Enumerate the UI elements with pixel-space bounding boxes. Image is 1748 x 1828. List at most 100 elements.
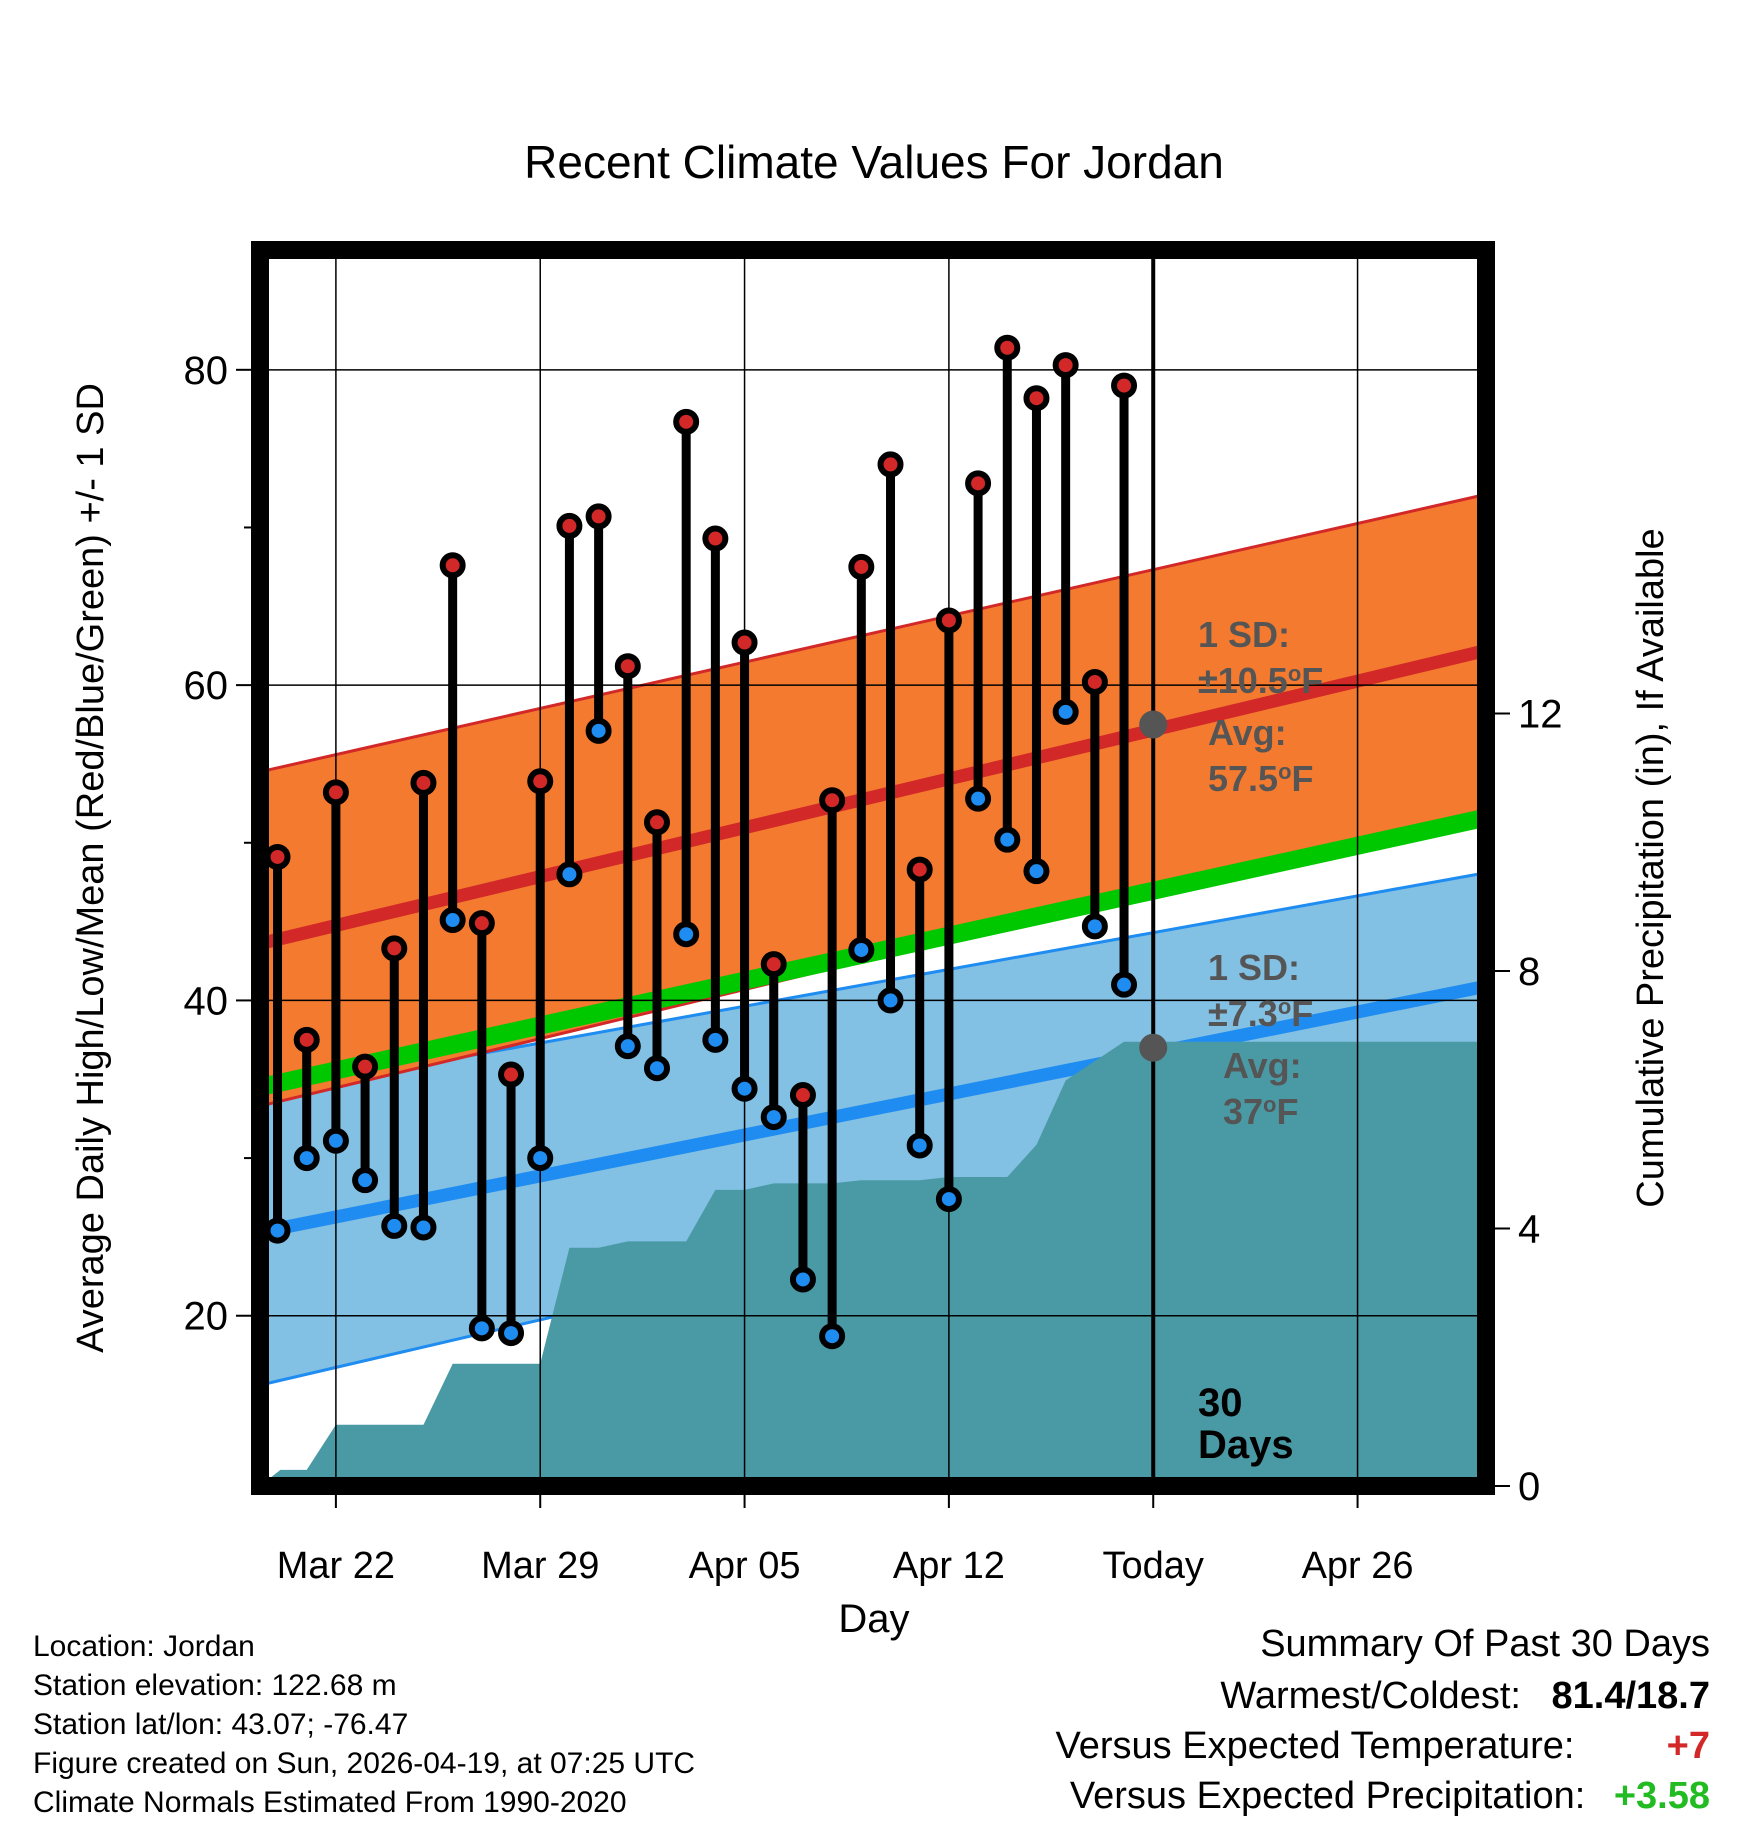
y2-tick-label: 12 bbox=[1518, 693, 1563, 737]
low-point bbox=[352, 1167, 379, 1194]
y2-tick-label: 0 bbox=[1518, 1465, 1540, 1509]
low-point bbox=[293, 1145, 320, 1172]
x-tick-label: Apr 05 bbox=[689, 1545, 801, 1587]
low-point bbox=[819, 1323, 846, 1350]
high-point bbox=[322, 779, 349, 806]
x-tick-label: Apr 12 bbox=[893, 1545, 1005, 1587]
low-point bbox=[381, 1212, 408, 1239]
high-sd-band-upper-edge bbox=[259, 492, 1487, 774]
high-mean-line bbox=[258, 644, 1488, 950]
chart-title: Recent Climate Values For Jordan bbox=[524, 136, 1224, 188]
high-point bbox=[877, 451, 904, 478]
y-tick-label: 60 bbox=[184, 664, 229, 708]
high-point bbox=[1023, 385, 1050, 412]
high-point bbox=[352, 1053, 379, 1080]
high-point bbox=[760, 951, 787, 978]
high-point bbox=[643, 809, 670, 836]
high-avg-marker bbox=[1139, 710, 1168, 739]
low-avg-value: 37oF bbox=[1223, 1091, 1299, 1132]
y2-tick-label: 8 bbox=[1518, 950, 1540, 994]
high-point bbox=[789, 1082, 816, 1109]
y2-tick-label: 4 bbox=[1518, 1208, 1540, 1252]
low-point bbox=[585, 717, 612, 744]
high-point bbox=[731, 629, 758, 656]
high-point bbox=[702, 525, 729, 552]
high-point bbox=[935, 607, 962, 634]
temp-value: +7 bbox=[1666, 1725, 1710, 1767]
x-tick-label: Mar 29 bbox=[481, 1545, 599, 1587]
low-point bbox=[731, 1075, 758, 1102]
low-point bbox=[789, 1266, 816, 1293]
plot-area bbox=[258, 250, 1488, 1486]
low-point bbox=[410, 1214, 437, 1241]
y-tick-label: 80 bbox=[184, 349, 229, 393]
x-tick-label: Apr 26 bbox=[1302, 1545, 1414, 1587]
x-axis-label: Day bbox=[838, 1597, 909, 1641]
period-word-label: Days bbox=[1198, 1423, 1294, 1467]
high-point bbox=[614, 653, 641, 680]
precip-value: +3.58 bbox=[1613, 1775, 1710, 1817]
low-point bbox=[935, 1186, 962, 1213]
high-point bbox=[468, 910, 495, 937]
warmest-coldest-row: Warmest/Coldest: 81.4/18.7 bbox=[1220, 1676, 1710, 1716]
high-point bbox=[819, 787, 846, 814]
high-sd-value: ±10.5oF bbox=[1198, 660, 1323, 701]
high-point bbox=[293, 1026, 320, 1053]
low-point bbox=[1023, 858, 1050, 885]
x-tick-label: Today bbox=[1103, 1545, 1204, 1587]
high-point bbox=[264, 843, 291, 870]
high-point bbox=[439, 552, 466, 579]
high-sd-label: 1 SD: bbox=[1198, 614, 1290, 655]
high-point bbox=[1081, 668, 1108, 695]
latlon-text: Station lat/lon: 43.07; -76.47 bbox=[33, 1708, 409, 1741]
low-point bbox=[643, 1055, 670, 1082]
low-point bbox=[322, 1127, 349, 1154]
low-point bbox=[702, 1026, 729, 1053]
temp-row: Versus Expected Temperature: +7 bbox=[1056, 1726, 1710, 1766]
low-sd-value: ±7.3oF bbox=[1208, 993, 1313, 1034]
normals-text: Climate Normals Estimated From 1990-2020 bbox=[33, 1786, 627, 1819]
high-point bbox=[585, 503, 612, 530]
high-point bbox=[906, 856, 933, 883]
warmest-coldest-label: Warmest/Coldest: bbox=[1220, 1675, 1521, 1717]
low-sd-label: 1 SD: bbox=[1208, 947, 1300, 988]
low-point bbox=[498, 1320, 525, 1347]
y-tick-label: 20 bbox=[184, 1295, 229, 1339]
summary-title: Summary Of Past 30 Days bbox=[1260, 1623, 1710, 1665]
low-point bbox=[556, 861, 583, 888]
warmest-coldest-value: 81.4/18.7 bbox=[1551, 1675, 1710, 1717]
low-point bbox=[760, 1104, 787, 1131]
low-point bbox=[877, 987, 904, 1014]
low-point bbox=[527, 1145, 554, 1172]
temp-label: Versus Expected Temperature: bbox=[1055, 1725, 1575, 1767]
y2-axis-label: Cumulative Precipitation (in), If Availa… bbox=[1630, 528, 1672, 1207]
low-point bbox=[1052, 698, 1079, 725]
low-point bbox=[994, 826, 1021, 853]
low-point bbox=[906, 1132, 933, 1159]
high-point bbox=[527, 768, 554, 795]
high-point bbox=[556, 512, 583, 539]
low-point bbox=[264, 1217, 291, 1244]
high-point bbox=[673, 408, 700, 435]
high-point bbox=[381, 935, 408, 962]
y-tick-label: 40 bbox=[184, 979, 229, 1023]
high-point bbox=[498, 1061, 525, 1088]
low-point bbox=[614, 1033, 641, 1060]
elevation-text: Station elevation: 122.68 m bbox=[33, 1669, 397, 1702]
plot-overlay: 30 Days 1 SD: ±10.5oF Avg: 57.5oF 1 SD: ±7.3o… bbox=[1139, 250, 1323, 1486]
axes: Mar 22 Mar 29 Apr 05 Apr 12 Today Apr 2620406… bbox=[184, 241, 1563, 1587]
location-text: Location: Jordan bbox=[33, 1630, 255, 1663]
low-avg-marker bbox=[1139, 1033, 1168, 1062]
high-point bbox=[994, 334, 1021, 361]
created-text: Figure created on Sun, 2026-04-19, at 07… bbox=[33, 1747, 696, 1780]
high-point bbox=[965, 470, 992, 497]
precip-area bbox=[260, 1041, 1486, 1486]
low-point bbox=[1111, 971, 1138, 998]
low-point bbox=[848, 936, 875, 963]
low-mean-line bbox=[258, 979, 1488, 1239]
low-point bbox=[439, 907, 466, 934]
high-avg-value: 57.5oF bbox=[1208, 758, 1314, 799]
low-point bbox=[965, 785, 992, 812]
precip-row: Versus Expected Precipitation: +3.58 bbox=[1070, 1776, 1710, 1816]
precip-label: Versus Expected Precipitation: bbox=[1069, 1775, 1586, 1817]
